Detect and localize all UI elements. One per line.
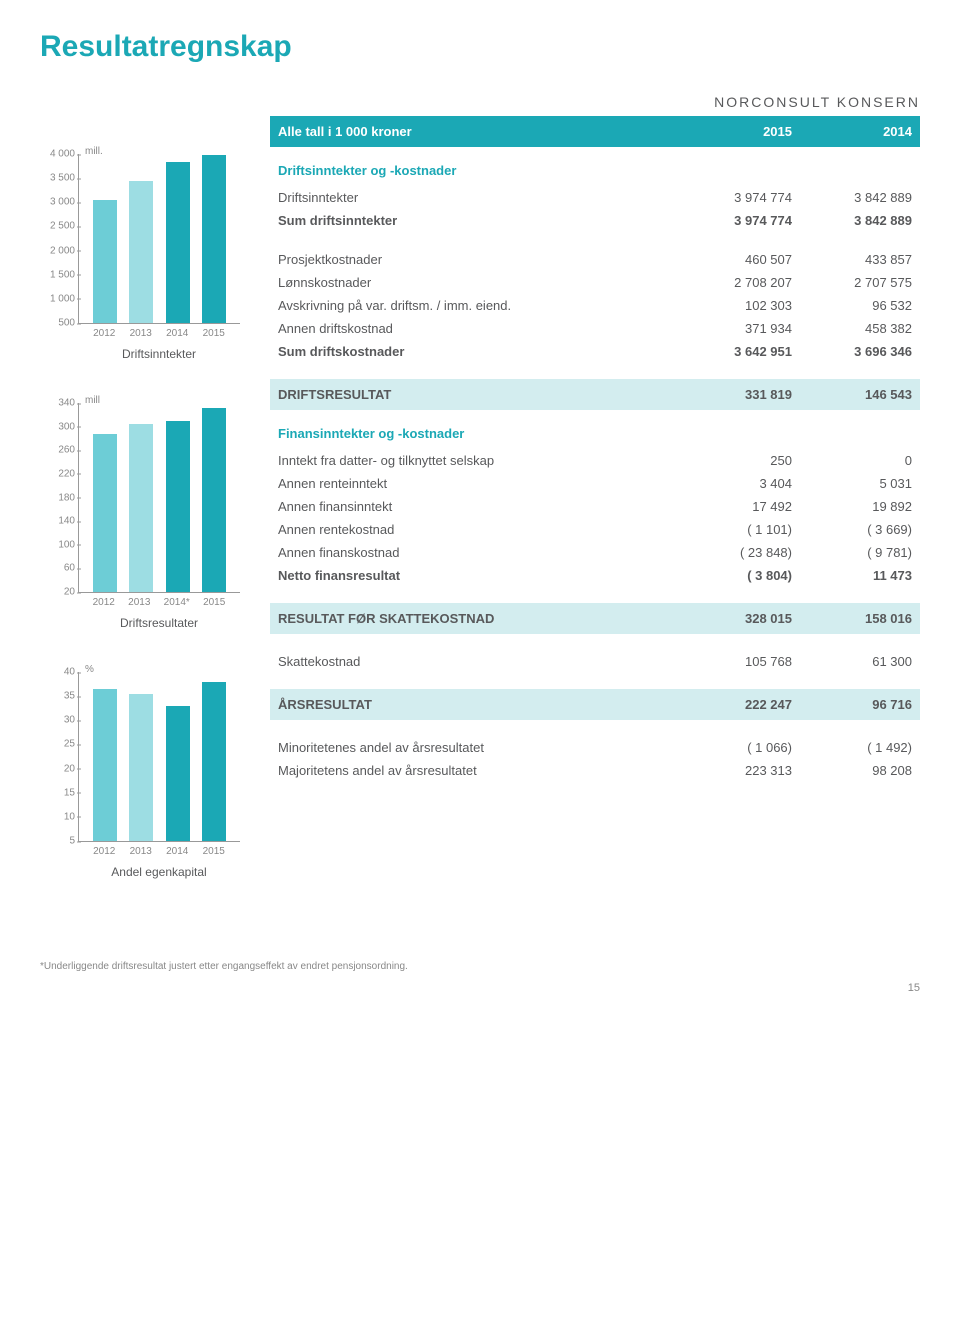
xtick-label: 2014 [166,846,188,857]
ytick-label: 220 [37,468,75,479]
ytick-label: 20 [37,763,75,774]
ytick-label: 15 [37,787,75,798]
table-row: Annen rentekostnad ( 1 101) ( 3 669) [270,518,920,541]
chart-xlabels: 2012 2013 2014 2015 [78,324,240,339]
chart-bar [166,706,190,841]
chart-bar [93,434,117,592]
chart-bar [129,181,153,323]
table-row: Annen finanskostnad ( 23 848) ( 9 781) [270,541,920,564]
chart-bar [166,421,190,592]
chart-bar [166,162,190,323]
chart-bar [129,694,153,841]
footnote: *Underliggende driftsresultat justert et… [40,961,920,972]
chart-egenkapital: % 510152025303540 2012201320142015 Andel… [40,672,240,879]
table-row: Sum driftsinntekter 3 974 774 3 842 889 [270,209,920,232]
chart-bar [202,408,226,592]
table-row: Lønnskostnader 2 708 207 2 707 575 [270,271,920,294]
xtick-label: 2015 [203,328,225,339]
highlight-row: DRIFTSRESULTAT 331 819 146 543 [270,379,920,410]
chart-bars [79,154,240,323]
section-heading: Finansinntekter og -kostnader [270,410,920,449]
table-row: Prosjektkostnader 460 507 433 857 [270,248,920,271]
ytick-label: 60 [37,563,75,574]
ytick-label: 180 [37,492,75,503]
financial-table: NORCONSULT KONSERN Alle tall i 1 000 kro… [270,94,920,921]
table-header: Alle tall i 1 000 kroner 2015 2014 [270,116,920,147]
xtick-label: 2013 [130,846,152,857]
ytick-label: 30 [37,715,75,726]
header-label: Alle tall i 1 000 kroner [270,116,680,147]
xtick-label: 2012 [93,597,115,608]
table-row: Netto finansresultat ( 3 804) 11 473 [270,564,920,587]
page-number: 15 [40,982,920,994]
chart-caption: Driftsinntekter [78,347,240,361]
highlight-row: ÅRSRESULTAT 222 247 96 716 [270,689,920,720]
xtick-label: 2012 [93,846,115,857]
table-row: Inntekt fra datter- og tilknyttet selska… [270,449,920,472]
ytick-label: 340 [37,398,75,409]
main-layout: mill. 5001 0001 5002 0002 5003 0003 5004… [40,94,920,921]
xtick-label: 2015 [203,846,225,857]
ytick-label: 500 [37,318,75,329]
table-row: Avskrivning på var. driftsm. / imm. eien… [270,294,920,317]
header-year2: 2014 [800,116,920,147]
ytick-label: 10 [37,811,75,822]
ytick-label: 25 [37,739,75,750]
chart-bars [79,672,240,841]
ytick-label: 3 500 [37,173,75,184]
xtick-label: 2012 [93,328,115,339]
chart-caption: Driftsresultater [78,616,240,630]
table-row: Annen driftskostnad 371 934 458 382 [270,317,920,340]
table-row: Majoritetens andel av årsresultatet 223 … [270,759,920,782]
ytick-label: 1 500 [37,269,75,280]
header-year1: 2015 [680,116,800,147]
chart-bars [79,403,240,592]
ytick-label: 20 [37,587,75,598]
company-subtitle: NORCONSULT KONSERN [270,94,920,110]
chart-xlabels: 2012 2013 2014 2015 [78,842,240,857]
chart-driftsresultater: mill 2060100140180220260300340 201220132… [40,403,240,630]
ytick-label: 4 000 [37,149,75,160]
ytick-label: 2 500 [37,221,75,232]
ytick-label: 3 000 [37,197,75,208]
chart-xlabels: 2012 2013 2014* 2015 [78,593,240,608]
page-title: Resultatregnskap [40,30,920,64]
xtick-label: 2014* [164,597,190,608]
table-row: Annen finansinntekt 17 492 19 892 [270,495,920,518]
table-row: Annen renteinntekt 3 404 5 031 [270,472,920,495]
chart-driftsinntekter: mill. 5001 0001 5002 0002 5003 0003 5004… [40,154,240,361]
xtick-label: 2013 [130,328,152,339]
ytick-label: 40 [37,667,75,678]
table-row: Driftsinntekter 3 974 774 3 842 889 [270,186,920,209]
chart-bar [129,424,153,592]
chart-bar [202,155,226,323]
ytick-label: 260 [37,445,75,456]
ytick-label: 5 [37,836,75,847]
chart-bar [93,689,117,841]
highlight-row: RESULTAT FØR SKATTEKOSTNAD 328 015 158 0… [270,603,920,634]
ytick-label: 300 [37,421,75,432]
ytick-label: 35 [37,691,75,702]
table-row: Sum driftskostnader 3 642 951 3 696 346 [270,340,920,363]
xtick-label: 2015 [203,597,225,608]
chart-bar [202,682,226,841]
section-heading: Driftsinntekter og -kostnader [270,147,920,186]
ytick-label: 100 [37,539,75,550]
ytick-label: 140 [37,516,75,527]
table-row: Skattekostnad 105 768 61 300 [270,650,920,673]
table-row: Minoritetenes andel av årsresultatet ( 1… [270,736,920,759]
xtick-label: 2014 [166,328,188,339]
income-statement-table: Alle tall i 1 000 kroner 2015 2014 Drift… [270,116,920,782]
chart-caption: Andel egenkapital [78,865,240,879]
ytick-label: 2 000 [37,245,75,256]
chart-bar [93,200,117,323]
xtick-label: 2013 [128,597,150,608]
charts-sidebar: mill. 5001 0001 5002 0002 5003 0003 5004… [40,94,240,921]
ytick-label: 1 000 [37,293,75,304]
